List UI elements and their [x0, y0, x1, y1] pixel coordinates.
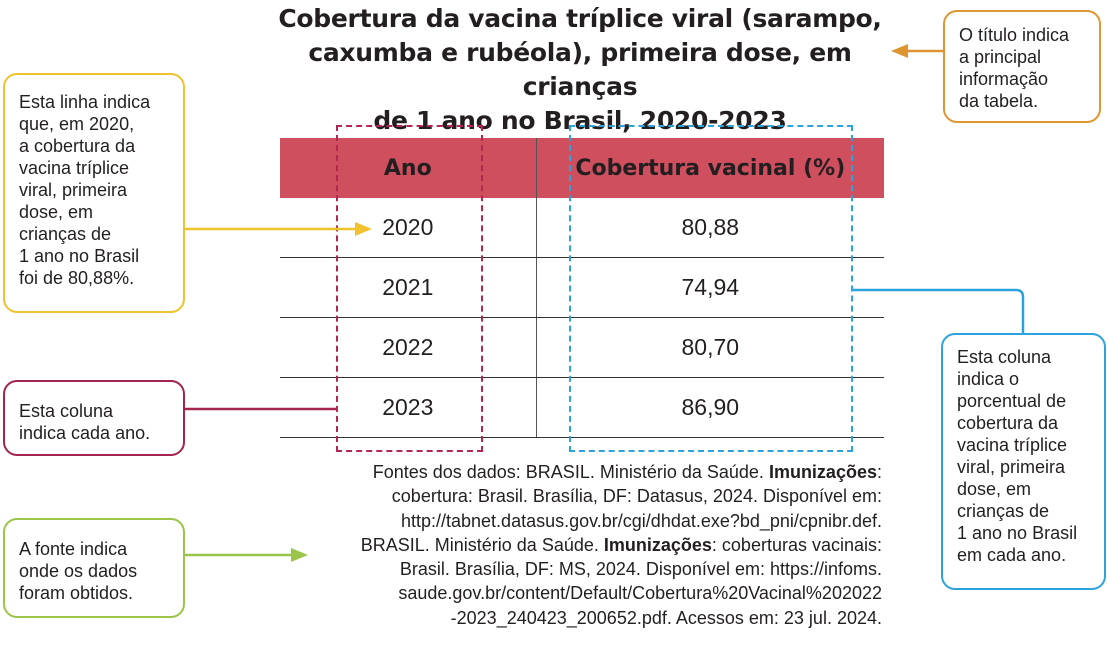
cell-cobertura: 80,70: [535, 318, 884, 377]
callout-line: dose, em: [19, 202, 94, 222]
callout-line: Esta linha indica: [19, 92, 151, 112]
cell-ano: 2020: [382, 214, 434, 240]
coluna-cobertura-connector: [853, 288, 1025, 333]
title-line: de 1 ano no Brasil, 2020-2023: [373, 106, 787, 135]
table-header-row: Ano Cobertura vacinal (%): [280, 138, 884, 198]
callout-line: em cada ano.: [957, 545, 1067, 565]
title-line: Cobertura da vacina tríplice viral (sara…: [278, 4, 882, 33]
table-row: 2020 80,88: [280, 198, 884, 258]
callout-line: informação: [959, 69, 1049, 89]
callout-line: dose, em: [957, 479, 1032, 499]
table-row: 2023 86,90: [280, 378, 884, 438]
source-text: :: [876, 462, 882, 482]
cell-cobertura: 74,94: [535, 258, 884, 317]
coluna-cobertura-callout: Esta coluna indica o porcentual de cober…: [941, 333, 1106, 590]
titulo-callout: O título indica a principal informação d…: [943, 10, 1101, 123]
callout-line: Esta coluna: [19, 401, 114, 421]
titulo-arrowhead: [891, 44, 908, 58]
callout-line: crianças de: [957, 501, 1050, 521]
callout-line: vacina tríplice: [19, 158, 130, 178]
source-line: cobertura: Brasil. Brasília, DF: Datasus…: [391, 486, 882, 507]
cell-ano: 2023: [382, 394, 434, 420]
callout-line: cobertura da: [957, 413, 1059, 433]
source-line: -2023_240423_200652.pdf. Acessos em: 23 …: [450, 607, 882, 628]
callout-line: a cobertura da: [19, 136, 136, 156]
source-text: BRASIL. Ministério da Saúde.: [360, 534, 604, 555]
fonte-callout: A fonte indica onde os dados foram obtid…: [3, 518, 185, 618]
callout-line: viral, primeira: [19, 180, 128, 200]
callout-line: indica o: [957, 369, 1020, 389]
source-line: http://tabnet.datasus.gov.br/cgi/dhdat.e…: [400, 510, 882, 531]
header-cobertura: Cobertura vacinal (%): [535, 138, 884, 198]
callout-line: O título indica: [959, 25, 1070, 45]
callout-line: A fonte indica: [19, 539, 128, 559]
callout-line: que, em 2020,: [19, 114, 135, 134]
cell-cobertura: 80,88: [535, 198, 884, 257]
coluna-ano-callout: Esta coluna indica cada ano.: [3, 380, 185, 456]
data-source: Fontes dos dados: BRASIL. Ministério da …: [300, 460, 882, 630]
source-bold: Imunizações: [768, 462, 877, 482]
source-text: : coberturas vacinais:: [711, 534, 882, 555]
cobertura-column-highlight: [569, 125, 853, 452]
source-bold: Imunizações: [603, 534, 712, 555]
callout-line: 1 ano no Brasil: [957, 523, 1078, 543]
source-line: Fontes dos dados: BRASIL. Ministério da …: [300, 460, 882, 484]
coverage-table: Ano Cobertura vacinal (%) 2020 80,88 202…: [280, 138, 884, 438]
cell-cobertura: 86,90: [535, 378, 884, 437]
title-line: caxumba e rubéola), primeira dose, em cr…: [308, 38, 852, 101]
fonte-arrowhead: [291, 548, 308, 562]
source-text: Fontes dos dados: BRASIL. Ministério da …: [372, 462, 769, 482]
callout-line: foram obtidos.: [19, 583, 134, 603]
callout-line: porcentual de: [957, 391, 1067, 411]
callout-line: indica cada ano.: [19, 423, 151, 443]
callout-line: vacina tríplice: [957, 435, 1068, 455]
table-title: Cobertura da vacina tríplice viral (sara…: [270, 2, 890, 138]
ano-column-highlight: [336, 125, 483, 452]
linha-arrowhead: [355, 222, 372, 236]
table-row: 2022 80,70: [280, 318, 884, 378]
callout-line: Esta coluna: [957, 347, 1052, 367]
callout-line: viral, primeira: [957, 457, 1066, 477]
cell-ano: 2022: [382, 334, 434, 360]
source-line: Brasil. Brasília, DF: MS, 2024. Disponív…: [399, 559, 882, 580]
linha-callout: Esta linha indica que, em 2020, a cobert…: [3, 73, 185, 313]
table-row: 2021 74,94: [280, 258, 884, 318]
callout-line: da tabela.: [959, 91, 1039, 111]
source-line: saude.gov.br/content/Default/Cobertura%2…: [398, 583, 882, 604]
callout-line: crianças de: [19, 224, 112, 244]
header-ano: Ano: [383, 155, 432, 181]
source-line: BRASIL. Ministério da Saúde. Imunizações…: [300, 533, 882, 557]
callout-line: a principal: [959, 47, 1042, 67]
callout-line: onde os dados: [19, 561, 138, 581]
cell-ano: 2021: [382, 274, 434, 300]
callout-line: foi de 80,88%.: [19, 268, 135, 288]
callout-line: 1 ano no Brasil: [19, 246, 140, 266]
